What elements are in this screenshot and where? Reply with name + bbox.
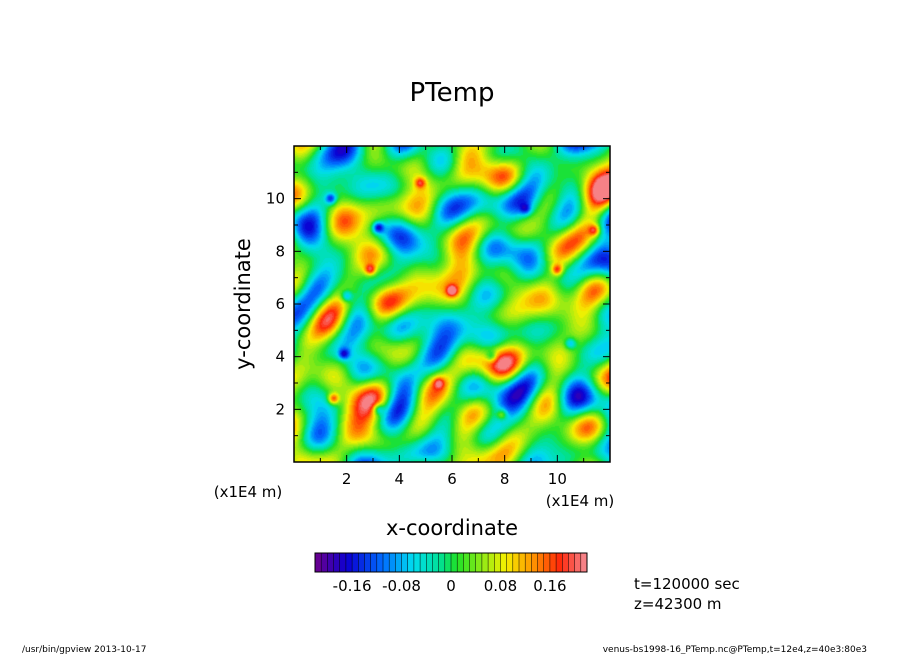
colorbar-swatch — [506, 553, 514, 572]
colorbar-swatch — [469, 553, 477, 572]
x-tick-label: 8 — [500, 470, 510, 488]
x-axis-label: x-coordinate — [386, 516, 518, 540]
colorbar-swatch — [352, 553, 359, 572]
colorbar-swatch — [389, 553, 396, 572]
x-tick-label: 4 — [395, 470, 405, 488]
colorbar-swatch — [315, 553, 322, 572]
colorbar-swatch — [395, 553, 402, 572]
colorbar-swatch — [426, 553, 433, 572]
colorbar-swatch — [525, 553, 532, 572]
y-tick-label: 4 — [275, 348, 285, 366]
colorbar-swatch — [376, 553, 384, 572]
colorbar-swatch — [457, 553, 464, 572]
colorbar-swatch — [580, 553, 588, 572]
y-axis-unit: (x1E4 m) — [214, 483, 283, 501]
x-tick-label: 6 — [447, 470, 457, 488]
colorbar-swatch — [481, 553, 489, 572]
colorbar-swatch — [488, 553, 495, 572]
colorbar-frame — [314, 552, 588, 573]
colorbar-swatch — [401, 553, 409, 572]
y-tick-label: 8 — [275, 242, 285, 260]
x-axis-unit: (x1E4 m) — [546, 492, 615, 510]
colorbar-swatch — [345, 553, 353, 572]
height-annotation: z=42300 m — [634, 595, 722, 613]
colorbar-tick-label: -0.08 — [382, 577, 421, 595]
colorbar-swatch — [438, 553, 446, 572]
colorbar-tick-label: 0.08 — [484, 577, 517, 595]
y-tick-label: 2 — [275, 400, 285, 418]
chart-title: PTemp — [410, 78, 495, 108]
colorbar-tick-label: -0.16 — [333, 577, 372, 595]
colorbar-swatch — [420, 553, 427, 572]
colorbar-swatch — [407, 553, 415, 572]
colorbar-swatch — [574, 553, 582, 572]
y-axis-label: y-coordinate — [231, 238, 255, 370]
colorbar-swatch — [444, 553, 452, 572]
colorbar-swatch — [562, 553, 569, 572]
colorbar-swatch — [339, 553, 347, 572]
colorbar-swatch — [537, 553, 545, 572]
colorbar-swatch — [500, 553, 507, 572]
colorbar-swatch — [370, 553, 378, 572]
colorbar-swatch — [531, 553, 538, 572]
colorbar-swatch — [383, 553, 390, 572]
x-axis-ticks: 2 4 6 8 10 — [319, 146, 585, 488]
colorbar-ticks: -0.16 -0.08 0 0.08 0.16 — [333, 577, 567, 595]
colorbar-swatch — [358, 553, 365, 572]
y-tick-label: 10 — [266, 190, 285, 208]
plot-area: 2 4 6 8 10 2 4 6 8 10 — [266, 145, 611, 488]
colorbar-swatch — [333, 553, 341, 572]
colorbar-tick-label: 0.16 — [533, 577, 566, 595]
colorbar-swatch — [549, 553, 557, 572]
footer-left: /usr/bin/gpview 2013-10-17 — [22, 645, 146, 654]
colorbar-swatch — [519, 553, 526, 572]
colorbar-swatch — [543, 553, 551, 572]
y-axis-ticks: 2 4 6 8 10 — [266, 171, 610, 437]
colorbar-swatch — [494, 553, 501, 572]
footer-right: venus-bs1998-16_PTemp.nc@PTemp,t=12e4,z=… — [603, 645, 867, 654]
colorbar-tick-label: 0 — [446, 577, 456, 595]
colorbar-swatch — [475, 553, 483, 572]
colorbar-swatch — [451, 553, 458, 572]
colorbar-swatch — [327, 553, 334, 572]
colorbar-swatch — [512, 553, 520, 572]
colorbar-swatch — [463, 553, 470, 572]
colorbar-swatch — [321, 553, 328, 572]
colorbar-swatch — [432, 553, 439, 572]
colorbar-swatch — [556, 553, 563, 572]
colorbar-swatch — [568, 553, 575, 572]
colorbar-swatch — [364, 553, 371, 572]
heatmap-field — [294, 146, 610, 462]
time-annotation: t=120000 sec — [634, 575, 740, 593]
colorbar-swatch — [413, 553, 421, 572]
y-tick-label: 6 — [275, 295, 285, 313]
x-tick-label: 10 — [548, 470, 567, 488]
colorbar — [314, 552, 588, 573]
x-tick-label: 2 — [342, 470, 352, 488]
